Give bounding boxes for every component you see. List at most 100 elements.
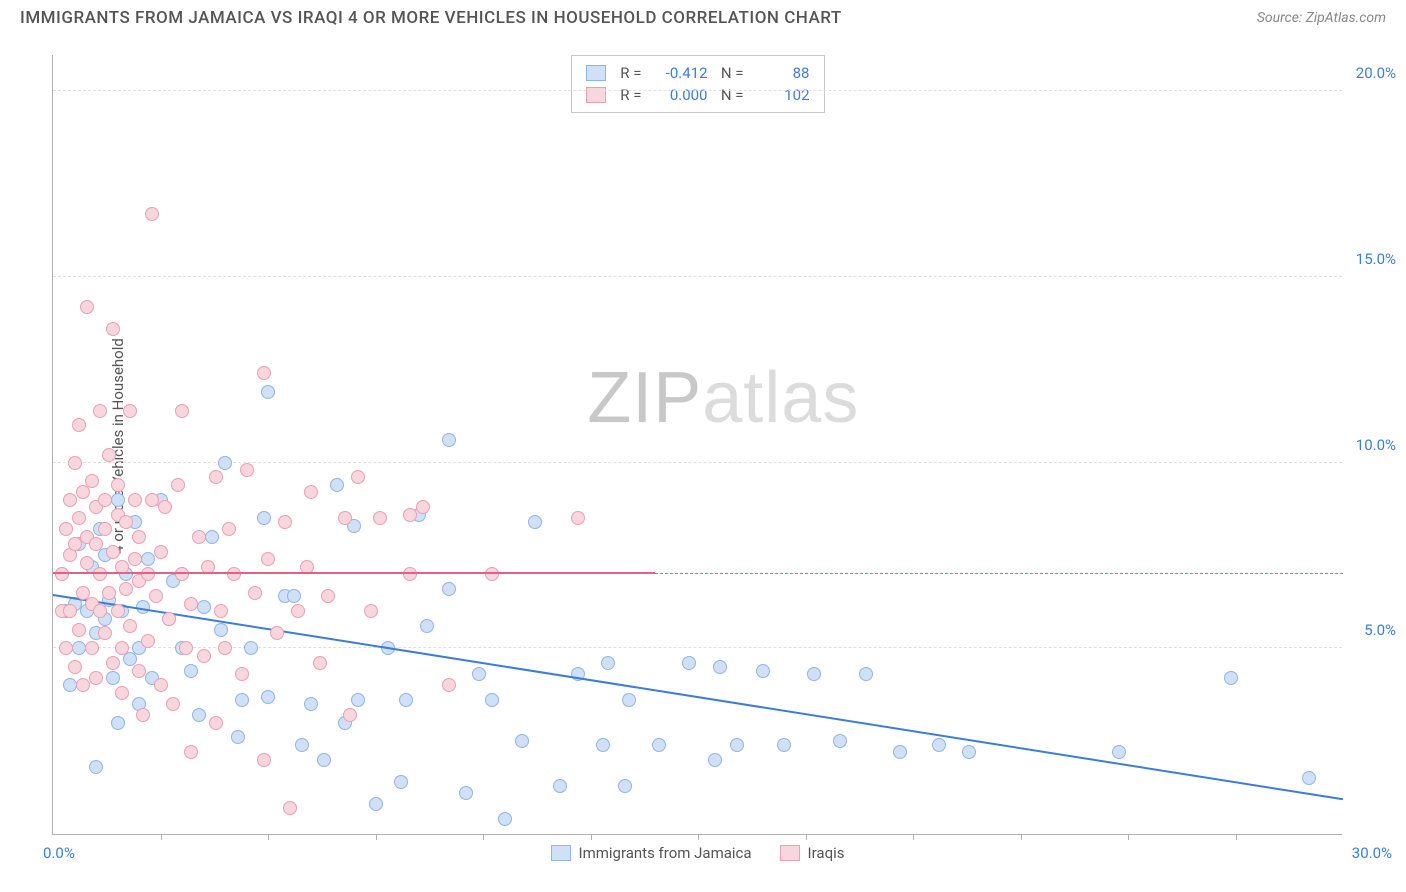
y-tick-label: 10.0% xyxy=(1356,436,1396,454)
scatter-point-iraqis xyxy=(257,366,271,380)
scatter-point-iraqis xyxy=(80,556,94,570)
scatter-point-iraqis xyxy=(222,522,236,536)
scatter-point-jamaica xyxy=(214,623,228,637)
scatter-point-iraqis xyxy=(119,515,133,529)
swatch-jamaica xyxy=(586,65,606,81)
scatter-point-iraqis xyxy=(175,567,189,581)
scatter-point-iraqis xyxy=(85,641,99,655)
scatter-point-jamaica xyxy=(218,456,232,470)
scatter-point-iraqis xyxy=(158,500,172,514)
scatter-point-jamaica xyxy=(498,812,512,826)
scatter-point-iraqis xyxy=(55,567,69,581)
scatter-point-jamaica xyxy=(515,734,529,748)
scatter-point-iraqis xyxy=(209,716,223,730)
gridline-horizontal xyxy=(53,276,1342,277)
scatter-point-jamaica xyxy=(553,779,567,793)
scatter-point-iraqis xyxy=(304,485,318,499)
scatter-point-iraqis xyxy=(184,597,198,611)
scatter-point-iraqis xyxy=(571,511,585,525)
scatter-point-jamaica xyxy=(261,385,275,399)
scatter-point-jamaica xyxy=(932,738,946,752)
scatter-point-iraqis xyxy=(106,322,120,336)
x-tick xyxy=(268,834,269,840)
scatter-point-iraqis xyxy=(416,500,430,514)
scatter-point-jamaica xyxy=(141,552,155,566)
scatter-point-jamaica xyxy=(859,667,873,681)
scatter-point-iraqis xyxy=(123,404,137,418)
y-tick-label: 15.0% xyxy=(1356,250,1396,268)
scatter-point-jamaica xyxy=(72,641,86,655)
scatter-point-jamaica xyxy=(351,693,365,707)
scatter-point-jamaica xyxy=(442,582,456,596)
scatter-point-jamaica xyxy=(261,690,275,704)
scatter-point-iraqis xyxy=(149,589,163,603)
scatter-point-iraqis xyxy=(261,552,275,566)
scatter-point-iraqis xyxy=(98,626,112,640)
scatter-point-iraqis xyxy=(338,511,352,525)
x-axis-end-label: 30.0% xyxy=(1352,844,1392,862)
scatter-point-iraqis xyxy=(59,522,73,536)
stat-N-value: 88 xyxy=(752,64,810,82)
scatter-point-jamaica xyxy=(528,515,542,529)
scatter-point-iraqis xyxy=(179,641,193,655)
scatter-point-iraqis xyxy=(248,586,262,600)
scatter-point-iraqis xyxy=(63,493,77,507)
source-attribution: Source: ZipAtlas.com xyxy=(1257,10,1386,26)
scatter-point-jamaica xyxy=(295,738,309,752)
scatter-point-iraqis xyxy=(132,530,146,544)
scatter-point-jamaica xyxy=(472,667,486,681)
scatter-point-jamaica xyxy=(63,678,77,692)
scatter-point-jamaica xyxy=(622,693,636,707)
scatter-point-iraqis xyxy=(154,545,168,559)
scatter-point-iraqis xyxy=(227,567,241,581)
scatter-point-iraqis xyxy=(93,404,107,418)
scatter-point-iraqis xyxy=(145,207,159,221)
legend-swatch-iraqis xyxy=(780,845,800,861)
scatter-point-iraqis xyxy=(128,552,142,566)
scatter-point-iraqis xyxy=(351,470,365,484)
chart-title: IMMIGRANTS FROM JAMAICA VS IRAQI 4 OR MO… xyxy=(20,8,842,28)
scatter-point-iraqis xyxy=(171,478,185,492)
scatter-point-jamaica xyxy=(730,738,744,752)
y-tick-label: 20.0% xyxy=(1356,64,1396,82)
scatter-chart: ZIPatlas R =-0.412N =88R =0.000N =102 Im… xyxy=(52,55,1342,835)
stat-R-label: R = xyxy=(614,86,642,104)
x-tick xyxy=(483,834,484,840)
scatter-point-iraqis xyxy=(85,474,99,488)
scatter-point-iraqis xyxy=(111,478,125,492)
scatter-point-iraqis xyxy=(132,664,146,678)
scatter-point-jamaica xyxy=(235,693,249,707)
legend: Immigrants from JamaicaIraqis xyxy=(550,844,844,862)
stat-R-value: -0.412 xyxy=(650,64,708,82)
scatter-point-jamaica xyxy=(708,753,722,767)
trendline-iraqis xyxy=(53,572,655,574)
scatter-point-iraqis xyxy=(485,567,499,581)
scatter-point-iraqis xyxy=(89,537,103,551)
scatter-point-iraqis xyxy=(111,604,125,618)
scatter-point-jamaica xyxy=(756,664,770,678)
scatter-point-jamaica xyxy=(106,671,120,685)
scatter-point-iraqis xyxy=(128,493,142,507)
x-tick xyxy=(698,834,699,840)
scatter-point-iraqis xyxy=(72,418,86,432)
scatter-point-iraqis xyxy=(209,470,223,484)
scatter-point-jamaica xyxy=(330,478,344,492)
scatter-point-iraqis xyxy=(68,537,82,551)
scatter-point-iraqis xyxy=(197,649,211,663)
scatter-point-jamaica xyxy=(807,667,821,681)
stat-N-label: N = xyxy=(716,64,744,82)
scatter-point-jamaica xyxy=(682,656,696,670)
scatter-point-iraqis xyxy=(313,656,327,670)
stat-R-label: R = xyxy=(614,64,642,82)
scatter-point-iraqis xyxy=(141,634,155,648)
scatter-point-iraqis xyxy=(98,522,112,536)
stats-row-jamaica: R = -0.412 N = 88 xyxy=(586,62,810,84)
scatter-point-jamaica xyxy=(713,660,727,674)
legend-label: Iraqis xyxy=(808,844,845,862)
scatter-point-iraqis xyxy=(76,678,90,692)
scatter-point-jamaica xyxy=(287,589,301,603)
x-tick xyxy=(376,834,377,840)
stat-R-value: 0.000 xyxy=(650,86,708,104)
x-axis-origin-label: 0.0% xyxy=(43,844,75,862)
scatter-point-jamaica xyxy=(197,600,211,614)
